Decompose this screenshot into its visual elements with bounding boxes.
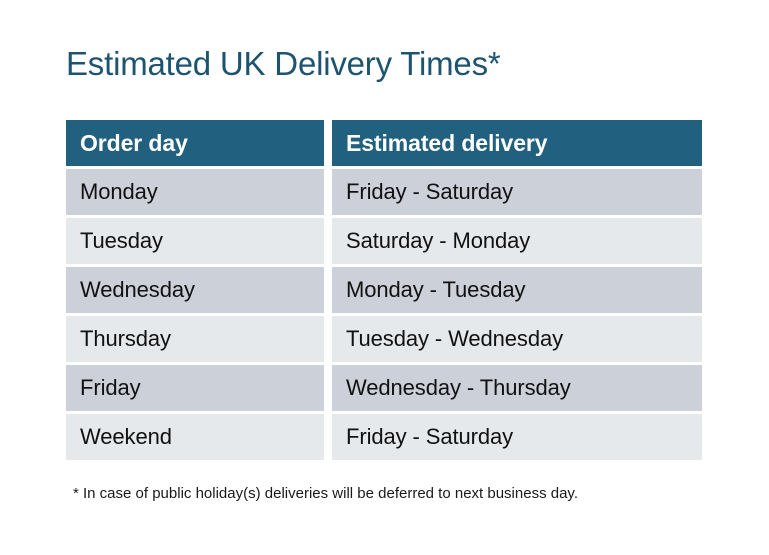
cell-order-day: Tuesday xyxy=(66,218,324,264)
page-title: Estimated UK Delivery Times* xyxy=(66,45,501,82)
table-header-row: Order day Estimated delivery xyxy=(66,120,702,166)
cell-estimated-delivery: Tuesday - Wednesday xyxy=(332,316,702,362)
table-row: Tuesday Saturday - Monday xyxy=(66,218,702,264)
table-row: Friday Wednesday - Thursday xyxy=(66,365,702,411)
cell-estimated-delivery: Wednesday - Thursday xyxy=(332,365,702,411)
cell-order-day: Weekend xyxy=(66,414,324,460)
cell-order-day: Friday xyxy=(66,365,324,411)
column-header-estimated-delivery: Estimated delivery xyxy=(332,120,702,166)
cell-order-day: Thursday xyxy=(66,316,324,362)
footnote-text: * In case of public holiday(s) deliverie… xyxy=(73,485,578,502)
table-row: Wednesday Monday - Tuesday xyxy=(66,267,702,313)
column-header-order-day: Order day xyxy=(66,120,324,166)
cell-estimated-delivery: Friday - Saturday xyxy=(332,414,702,460)
cell-estimated-delivery: Saturday - Monday xyxy=(332,218,702,264)
delivery-times-table: Order day Estimated delivery Monday Frid… xyxy=(66,120,702,460)
table-row: Monday Friday - Saturday xyxy=(66,169,702,215)
cell-estimated-delivery: Friday - Saturday xyxy=(332,169,702,215)
cell-order-day: Wednesday xyxy=(66,267,324,313)
table-row: Weekend Friday - Saturday xyxy=(66,414,702,460)
table-row: Thursday Tuesday - Wednesday xyxy=(66,316,702,362)
cell-order-day: Monday xyxy=(66,169,324,215)
cell-estimated-delivery: Monday - Tuesday xyxy=(332,267,702,313)
